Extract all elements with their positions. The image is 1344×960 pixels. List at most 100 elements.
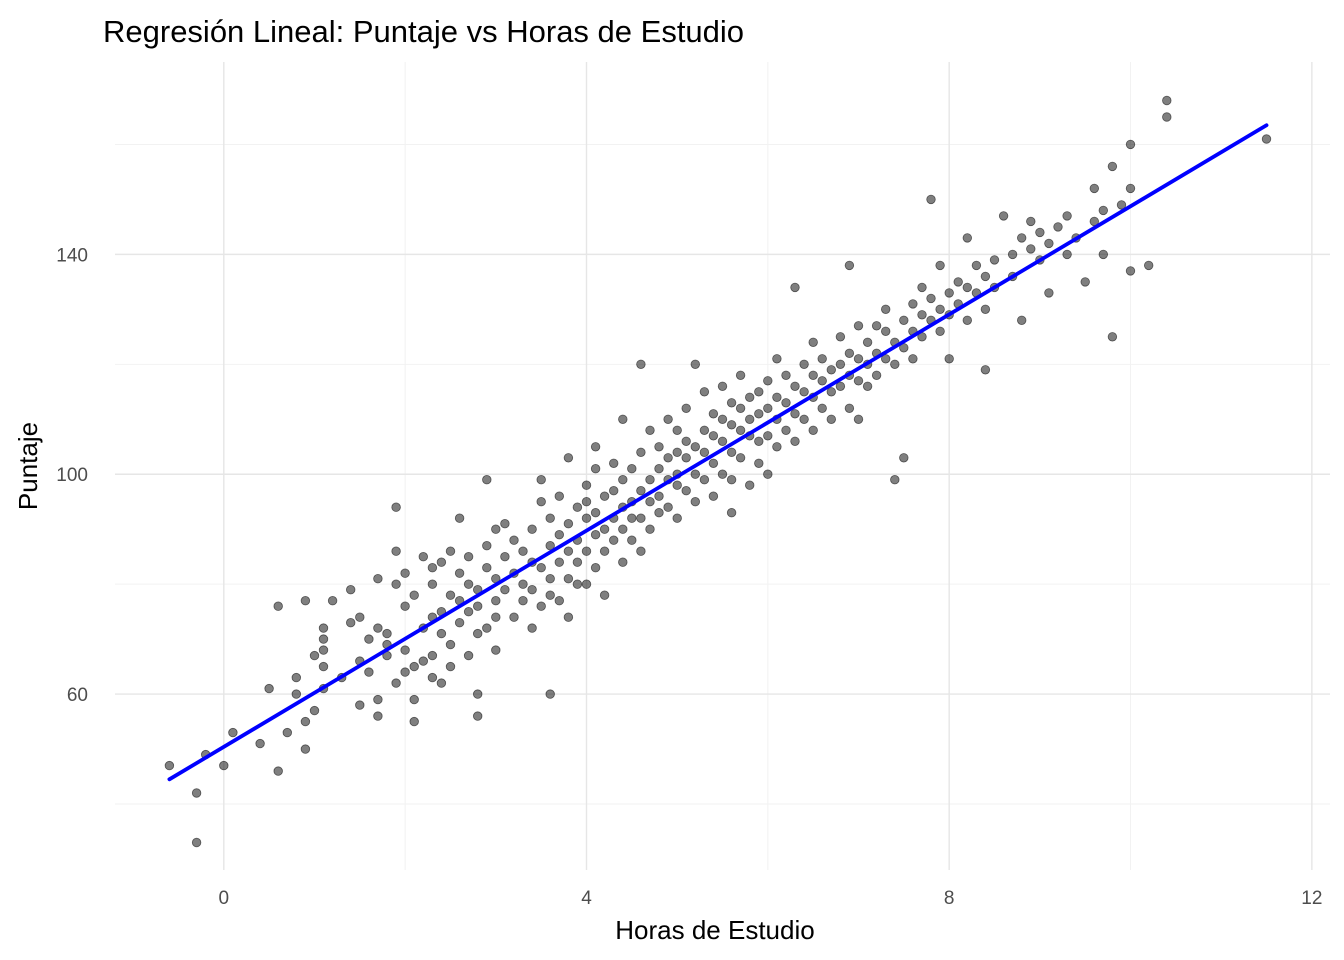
data-point xyxy=(663,414,673,425)
data-point xyxy=(745,414,755,425)
data-point xyxy=(672,425,682,436)
data-point xyxy=(400,667,410,677)
data-point xyxy=(482,563,492,573)
data-point xyxy=(1017,315,1027,326)
data-point xyxy=(881,304,891,315)
data-point xyxy=(790,282,800,293)
data-point xyxy=(726,420,737,430)
data-point xyxy=(282,727,293,738)
data-point xyxy=(391,579,401,589)
data-point xyxy=(581,497,592,507)
data-point xyxy=(781,425,791,436)
data-point xyxy=(826,414,837,425)
data-point xyxy=(745,392,755,403)
data-point xyxy=(473,711,483,721)
data-point xyxy=(318,634,329,644)
data-point xyxy=(346,585,356,595)
data-point xyxy=(445,546,456,556)
data-point xyxy=(636,513,646,523)
data-point xyxy=(980,271,991,282)
data-point xyxy=(346,618,356,628)
data-point xyxy=(708,491,719,501)
data-point xyxy=(545,689,555,699)
data-point xyxy=(672,513,682,523)
data-point xyxy=(681,453,691,463)
data-point xyxy=(853,414,864,425)
data-point xyxy=(473,628,483,639)
data-point xyxy=(1062,211,1072,221)
data-point xyxy=(563,612,574,622)
data-point xyxy=(881,354,891,364)
data-point xyxy=(509,535,519,545)
data-point xyxy=(772,354,782,364)
data-point xyxy=(527,524,537,534)
data-point xyxy=(971,260,982,271)
data-point xyxy=(500,519,510,529)
data-point xyxy=(735,370,746,381)
data-point xyxy=(554,596,565,606)
data-point xyxy=(699,447,710,458)
data-point xyxy=(944,288,954,298)
data-point xyxy=(300,596,311,606)
data-point xyxy=(690,442,701,452)
data-point xyxy=(427,672,438,683)
data-point xyxy=(191,788,202,798)
data-point xyxy=(581,480,592,490)
data-point xyxy=(609,486,619,496)
data-point xyxy=(735,453,746,463)
data-point xyxy=(817,403,827,414)
data-point xyxy=(808,337,818,348)
data-point xyxy=(545,574,555,584)
data-point xyxy=(772,442,782,452)
data-point xyxy=(1143,260,1154,271)
data-point xyxy=(717,469,728,479)
x-axis-title: Horas de Estudio xyxy=(615,915,814,945)
data-point xyxy=(463,579,474,589)
data-point xyxy=(645,524,655,534)
data-point xyxy=(899,453,909,463)
data-point xyxy=(944,354,954,364)
data-point xyxy=(418,656,429,666)
data-point xyxy=(690,359,701,370)
data-point xyxy=(409,694,419,705)
data-point xyxy=(219,760,229,771)
data-point xyxy=(717,414,728,425)
data-point xyxy=(590,530,601,540)
data-point xyxy=(445,661,456,672)
data-point xyxy=(808,370,818,381)
data-point xyxy=(436,628,447,639)
data-point xyxy=(871,370,882,381)
data-point xyxy=(817,354,827,364)
data-point xyxy=(590,563,601,573)
data-point xyxy=(1035,227,1045,238)
data-point xyxy=(627,535,637,545)
data-point xyxy=(754,458,764,469)
data-point xyxy=(400,645,410,655)
data-point xyxy=(590,508,601,518)
x-tick-label: 8 xyxy=(944,888,955,909)
data-point xyxy=(618,414,628,425)
data-point xyxy=(908,299,918,309)
data-point xyxy=(917,310,927,320)
data-point xyxy=(364,634,374,644)
data-point xyxy=(1062,249,1072,260)
data-point xyxy=(726,475,737,485)
data-point xyxy=(463,607,474,617)
data-point xyxy=(1107,332,1118,342)
data-point xyxy=(572,557,583,567)
data-point xyxy=(690,469,701,479)
data-point xyxy=(835,381,846,392)
data-point xyxy=(382,628,392,639)
data-point xyxy=(708,431,719,441)
data-point xyxy=(273,601,283,611)
data-point xyxy=(1162,112,1172,122)
data-point xyxy=(264,683,274,694)
data-point xyxy=(427,579,438,589)
data-point xyxy=(482,541,492,551)
data-point xyxy=(545,590,555,600)
data-point xyxy=(790,436,800,447)
data-point xyxy=(436,678,447,688)
data-point xyxy=(618,475,628,485)
data-point xyxy=(1125,183,1136,194)
